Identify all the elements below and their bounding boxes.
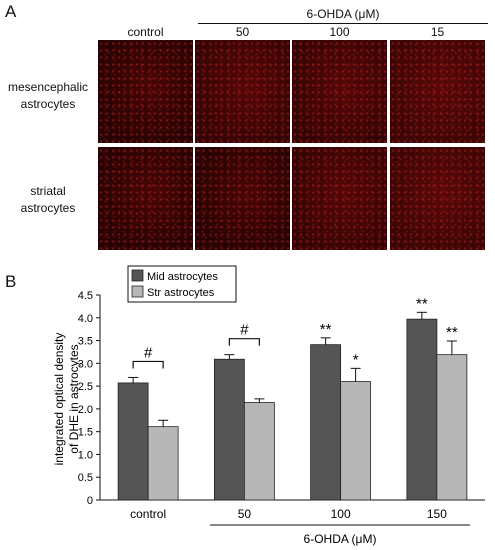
y-tick-label: 4.5 bbox=[78, 290, 93, 302]
y-tick-label: 2.0 bbox=[78, 404, 93, 416]
legend-label: Str astrocytes bbox=[147, 287, 215, 299]
significance-mark: ** bbox=[446, 324, 458, 341]
panel-a-treatment-header: 6-OHDA (μM) bbox=[306, 7, 380, 21]
legend-swatch bbox=[131, 269, 144, 282]
column-header-15: 15 bbox=[430, 25, 445, 39]
column-header-50: 50 bbox=[235, 25, 250, 39]
panel-a-letter: A bbox=[5, 2, 17, 21]
row-label-mesencephalic-line1: mesencephalic bbox=[7, 80, 89, 94]
y-axis-label-line2: of DHE in astrocytes bbox=[67, 344, 81, 453]
legend-swatch bbox=[131, 285, 144, 298]
y-tick-label: 2.5 bbox=[78, 381, 93, 393]
y-axis-label-line1: integrated optical density bbox=[52, 333, 66, 466]
row-label-mesencephalic-line2: astrocytes bbox=[20, 97, 76, 111]
x-treatment-label: 6-OHDA (μM) bbox=[304, 532, 377, 546]
y-tick-label: 1.5 bbox=[78, 427, 93, 439]
micrograph-mesencephalic-50 bbox=[195, 40, 290, 143]
x-tick-label: 50 bbox=[238, 507, 252, 521]
bar bbox=[406, 318, 438, 501]
panel-a-treatment-rule bbox=[198, 23, 488, 24]
comparison-bracket bbox=[228, 338, 260, 346]
micrograph-striatal-control bbox=[98, 147, 193, 250]
y-tick-label: 3.0 bbox=[78, 358, 93, 370]
annotations: *******## bbox=[132, 295, 458, 369]
row-label-striatal-line2: astrocytes bbox=[20, 201, 76, 215]
row-label-mesencephalic: mesencephalic astrocytes bbox=[2, 79, 94, 113]
bar bbox=[117, 382, 149, 501]
column-header-control: control bbox=[127, 25, 164, 39]
y-tick-label: 0.5 bbox=[78, 472, 93, 484]
y-axis-label: integrated optical density of DHE in ast… bbox=[52, 333, 81, 466]
x-tick-label: 100 bbox=[331, 507, 351, 521]
column-header-100: 100 bbox=[329, 25, 350, 39]
legend: Mid astrocytes Str astrocytes bbox=[127, 265, 237, 303]
row-label-striatal-line1: striatal bbox=[30, 184, 66, 198]
bars bbox=[117, 311, 468, 501]
significance-mark: * bbox=[353, 351, 359, 368]
micrograph-striatal-50 bbox=[195, 147, 290, 250]
comparison-mark: # bbox=[144, 344, 153, 361]
y-tick-label: 3.5 bbox=[78, 336, 93, 348]
micrograph-mesencephalic-100 bbox=[292, 40, 387, 143]
x-tick-label: control bbox=[130, 507, 166, 521]
row-label-striatal: striatal astrocytes bbox=[2, 183, 94, 217]
bar bbox=[310, 344, 342, 501]
y-tick-label: 1.0 bbox=[78, 449, 93, 461]
x-tick-label: 150 bbox=[427, 507, 447, 521]
bar bbox=[213, 358, 245, 501]
micrograph-mesencephalic-15 bbox=[390, 40, 485, 143]
bar bbox=[147, 426, 179, 501]
legend-box bbox=[127, 265, 237, 303]
bar bbox=[243, 402, 275, 501]
legend-label: Mid astrocytes bbox=[147, 271, 218, 283]
micrograph-mesencephalic-control bbox=[98, 40, 193, 143]
comparison-bracket bbox=[132, 360, 164, 369]
y-tick-label: 4.0 bbox=[78, 313, 93, 325]
micrograph-striatal-100 bbox=[292, 147, 387, 250]
significance-mark: ** bbox=[416, 295, 428, 312]
significance-mark: ** bbox=[320, 321, 332, 338]
bar bbox=[340, 381, 372, 501]
comparison-mark: # bbox=[240, 322, 249, 339]
panel-b-letter: B bbox=[5, 272, 17, 291]
y-tick-label: 0 bbox=[87, 495, 93, 507]
micrograph-striatal-15 bbox=[390, 147, 485, 250]
bar bbox=[436, 354, 468, 501]
